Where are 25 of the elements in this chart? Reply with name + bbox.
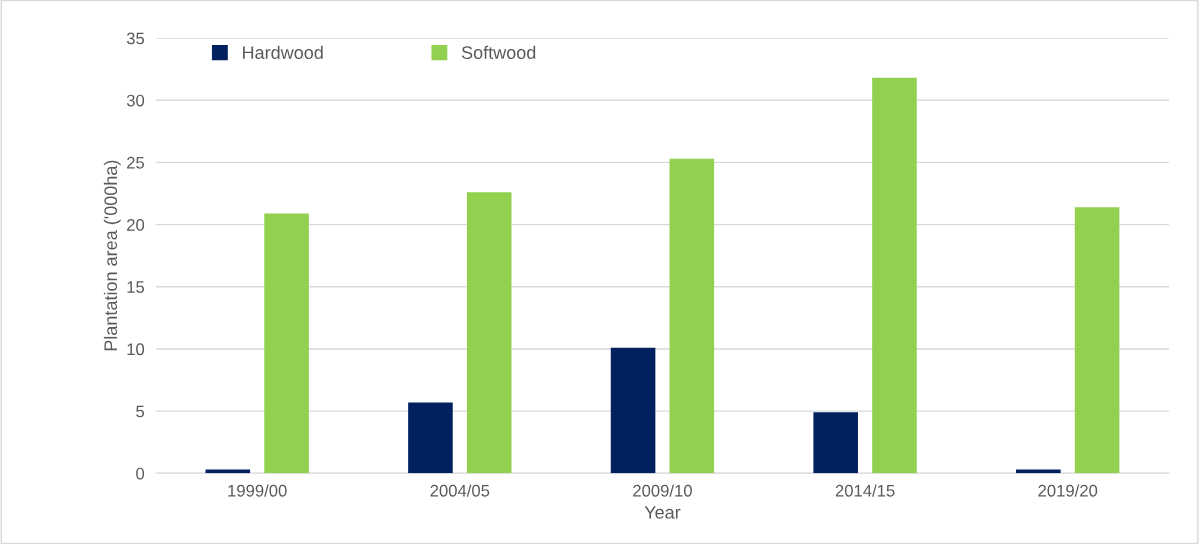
y-tick-label: 0 xyxy=(136,467,145,480)
x-tick-label: 2009/10 xyxy=(633,484,692,497)
x-axis-title: Year xyxy=(644,506,681,519)
y-tick-label: 15 xyxy=(127,281,145,293)
x-tick-label: 2014/15 xyxy=(835,484,895,497)
bar xyxy=(872,77,917,474)
bar xyxy=(813,412,858,474)
y-tick-label: 25 xyxy=(127,156,145,169)
x-tick-label: 1999/00 xyxy=(228,484,287,497)
bar xyxy=(669,158,715,474)
y-tick-label: 35 xyxy=(126,32,145,45)
bar xyxy=(466,192,512,474)
y-axis-title: Plantation area ('000ha) xyxy=(103,160,121,351)
x-tick-label: 2004/05 xyxy=(430,484,490,497)
y-tick-label: 10 xyxy=(127,343,145,356)
y-tick-label: 30 xyxy=(126,94,145,107)
bar xyxy=(264,213,309,474)
x-tick-label: 2019/20 xyxy=(1038,484,1098,497)
y-tick-label: 5 xyxy=(136,405,145,418)
legend-label: Softwood xyxy=(461,45,536,59)
legend-label: Hardwood xyxy=(243,45,323,59)
bar xyxy=(1074,207,1120,474)
bar xyxy=(408,402,453,474)
y-tick-label: 20 xyxy=(127,219,145,231)
bar xyxy=(610,347,656,474)
